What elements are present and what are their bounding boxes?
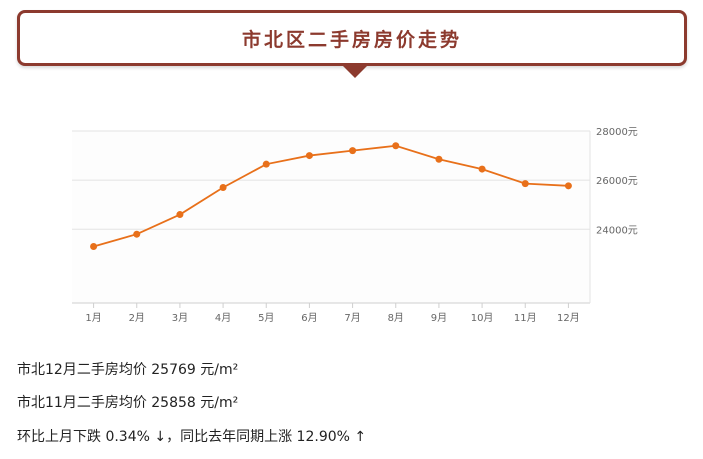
data-point <box>349 147 357 155</box>
chart-title: 市北区二手房房价走势 <box>241 28 462 51</box>
x-tick-label: 12月 <box>557 312 580 324</box>
x-tick-label: 6月 <box>301 312 317 324</box>
data-point <box>521 180 529 188</box>
x-tick-label: 11月 <box>514 312 537 324</box>
data-point <box>262 160 270 168</box>
data-point <box>564 182 572 190</box>
x-tick-label: 9月 <box>431 312 447 324</box>
x-tick-label: 2月 <box>129 312 145 324</box>
x-tick-label: 4月 <box>215 312 231 324</box>
title-pointer <box>343 66 367 78</box>
x-tick-label: 3月 <box>172 312 188 324</box>
title-box: 市北区二手房房价走势 <box>17 10 687 66</box>
plot-area <box>72 131 590 303</box>
data-point <box>392 142 400 150</box>
x-tick-label: 7月 <box>344 312 360 324</box>
data-point <box>133 230 141 238</box>
data-point <box>219 184 227 192</box>
data-point <box>478 165 486 173</box>
series-line <box>93 144 569 248</box>
y-tick-label: 28000元 <box>596 127 638 138</box>
data-point <box>305 152 313 160</box>
x-tick-label: 10月 <box>471 312 494 324</box>
y-tick-label: 24000元 <box>596 225 638 236</box>
y-tick-label: 26000元 <box>596 176 638 187</box>
x-tick-label: 1月 <box>85 312 101 324</box>
data-point <box>176 211 184 219</box>
info-november-price: 市北11月二手房均价 25858 元/m² <box>17 395 239 411</box>
x-tick-label: 8月 <box>388 312 404 324</box>
x-tick-label: 5月 <box>258 312 274 324</box>
info-change-summary: 环比上月下跌 0.34% ↓，同比去年同期上涨 12.90% ↑ <box>17 429 367 445</box>
data-point <box>435 155 443 163</box>
data-point <box>90 242 98 250</box>
info-december-price: 市北12月二手房均价 25769 元/m² <box>17 362 239 378</box>
line-chart: 24000元 26000元 28000元 1月 2月 3月 4月 5月 6月 7月 8月 9月 10月 1… <box>72 127 638 324</box>
